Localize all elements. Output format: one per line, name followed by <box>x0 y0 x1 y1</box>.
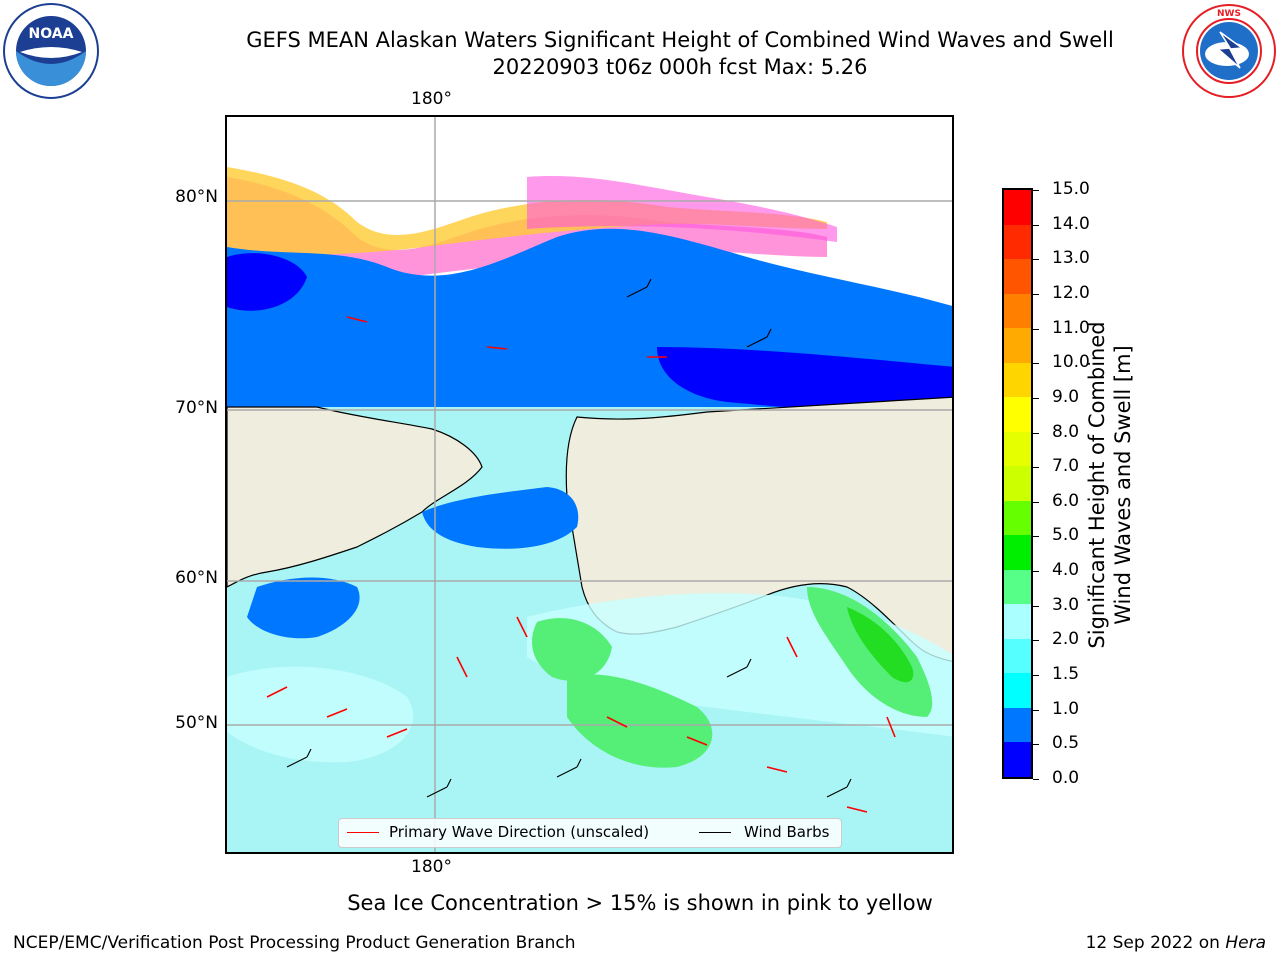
colorbar-tick-mark <box>1033 397 1039 399</box>
colorbar-tick-mark <box>1033 605 1039 607</box>
colorbar-segment <box>1004 535 1031 570</box>
colorbar-tick-label: 14.0 <box>1052 213 1090 234</box>
lat-label-80: 80°N <box>175 187 218 207</box>
colorbar-tick-label: 11.0 <box>1052 317 1090 338</box>
lon-label-top: 180° <box>411 89 452 109</box>
colorbar-segment <box>1004 259 1031 294</box>
colorbar-tick-mark <box>1033 709 1039 711</box>
colorbar-label-line2: Wind Waves and Swell [m] <box>1111 345 1135 625</box>
colorbar-tick-mark <box>1033 328 1039 330</box>
colorbar-segment <box>1004 362 1031 398</box>
footer-date-text: 12 Sep 2022 on <box>1085 933 1226 953</box>
colorbar-segment <box>1004 638 1031 674</box>
lat-label-60: 60°N <box>175 568 218 588</box>
lon-label-bottom: 180° <box>411 857 452 877</box>
colorbar-tick-mark <box>1033 363 1039 365</box>
colorbar-segment <box>1004 190 1031 225</box>
colorbar <box>1002 188 1033 779</box>
colorbar-segment <box>1004 569 1031 605</box>
colorbar-tick-mark <box>1033 675 1039 677</box>
footer-branch: NCEP/EMC/Verification Post Processing Pr… <box>13 933 576 953</box>
chart-title: GEFS MEAN Alaskan Waters Significant Hei… <box>246 28 1114 52</box>
colorbar-tick-label: 2.0 <box>1052 629 1080 650</box>
colorbar-tick-label: 1.0 <box>1052 698 1080 719</box>
colorbar-segment <box>1004 742 1031 777</box>
colorbar-tick-mark <box>1033 779 1039 780</box>
colorbar-segment <box>1004 328 1031 363</box>
legend-wave-direction: Primary Wave Direction (unscaled) <box>389 823 650 841</box>
lat-label-70: 70°N <box>175 398 218 418</box>
colorbar-tick-mark <box>1033 259 1039 261</box>
wave-direction-swatch <box>347 832 379 833</box>
colorbar-tick-mark <box>1033 536 1039 538</box>
sea-ice-note: Sea Ice Concentration > 15% is shown in … <box>347 891 933 915</box>
colorbar-tick-label: 0.5 <box>1052 733 1080 754</box>
wave-height-map <box>225 115 954 854</box>
colorbar-segment <box>1004 673 1031 708</box>
lat-label-50: 50°N <box>175 713 218 733</box>
colorbar-segment <box>1004 500 1031 536</box>
colorbar-segment <box>1004 397 1031 432</box>
colorbar-tick-label: 7.0 <box>1052 456 1080 477</box>
colorbar-tick-mark <box>1033 293 1039 295</box>
map-legend: Primary Wave Direction (unscaled) Wind B… <box>338 818 842 848</box>
colorbar-tick-label: 4.0 <box>1052 560 1080 581</box>
colorbar-segment <box>1004 293 1031 329</box>
colorbar-tick-mark <box>1033 432 1039 434</box>
colorbar-tick-mark <box>1033 640 1039 642</box>
colorbar-segment <box>1004 224 1031 260</box>
colorbar-tick-mark <box>1033 190 1039 191</box>
colorbar-tick-mark <box>1033 224 1039 226</box>
colorbar-segment <box>1004 466 1031 501</box>
wind-barb-swatch <box>699 832 731 833</box>
noaa-text: NOAA <box>29 26 74 42</box>
legend-wind-barbs: Wind Barbs <box>744 823 830 841</box>
colorbar-tick-label: 5.0 <box>1052 525 1080 546</box>
colorbar-tick-label: 10.0 <box>1052 352 1090 373</box>
colorbar-label: Significant Height of Combined Wind Wave… <box>1084 321 1136 648</box>
colorbar-tick-label: 8.0 <box>1052 421 1080 442</box>
colorbar-tick-mark <box>1033 571 1039 573</box>
footer-host: Hera <box>1225 933 1266 953</box>
colorbar-segment <box>1004 604 1031 639</box>
colorbar-tick-label: 3.0 <box>1052 594 1080 615</box>
map-canvas <box>227 117 952 852</box>
footer-date: 12 Sep 2022 on Hera <box>1086 933 1266 953</box>
colorbar-tick-mark <box>1033 744 1039 746</box>
colorbar-segment <box>1004 431 1031 467</box>
colorbar-tick-label: 13.0 <box>1052 248 1090 269</box>
colorbar-tick-label: 1.5 <box>1052 664 1080 685</box>
colorbar-tick-mark <box>1033 501 1039 503</box>
nws-logo: NWS <box>1182 4 1276 98</box>
colorbar-tick-mark <box>1033 467 1039 469</box>
colorbar-tick-label: 0.0 <box>1052 768 1080 788</box>
noaa-logo: NOAA <box>3 3 99 99</box>
svg-text:NWS: NWS <box>1217 9 1241 19</box>
colorbar-label-line1: Significant Height of Combined <box>1085 321 1109 649</box>
chart-subtitle: 20220903 t06z 000h fcst Max: 5.26 <box>492 55 868 79</box>
colorbar-tick-label: 15.0 <box>1052 179 1090 199</box>
colorbar-tick-label: 6.0 <box>1052 490 1080 511</box>
colorbar-tick-label: 12.0 <box>1052 282 1090 303</box>
colorbar-tick-label: 9.0 <box>1052 386 1080 407</box>
colorbar-segment <box>1004 707 1031 743</box>
